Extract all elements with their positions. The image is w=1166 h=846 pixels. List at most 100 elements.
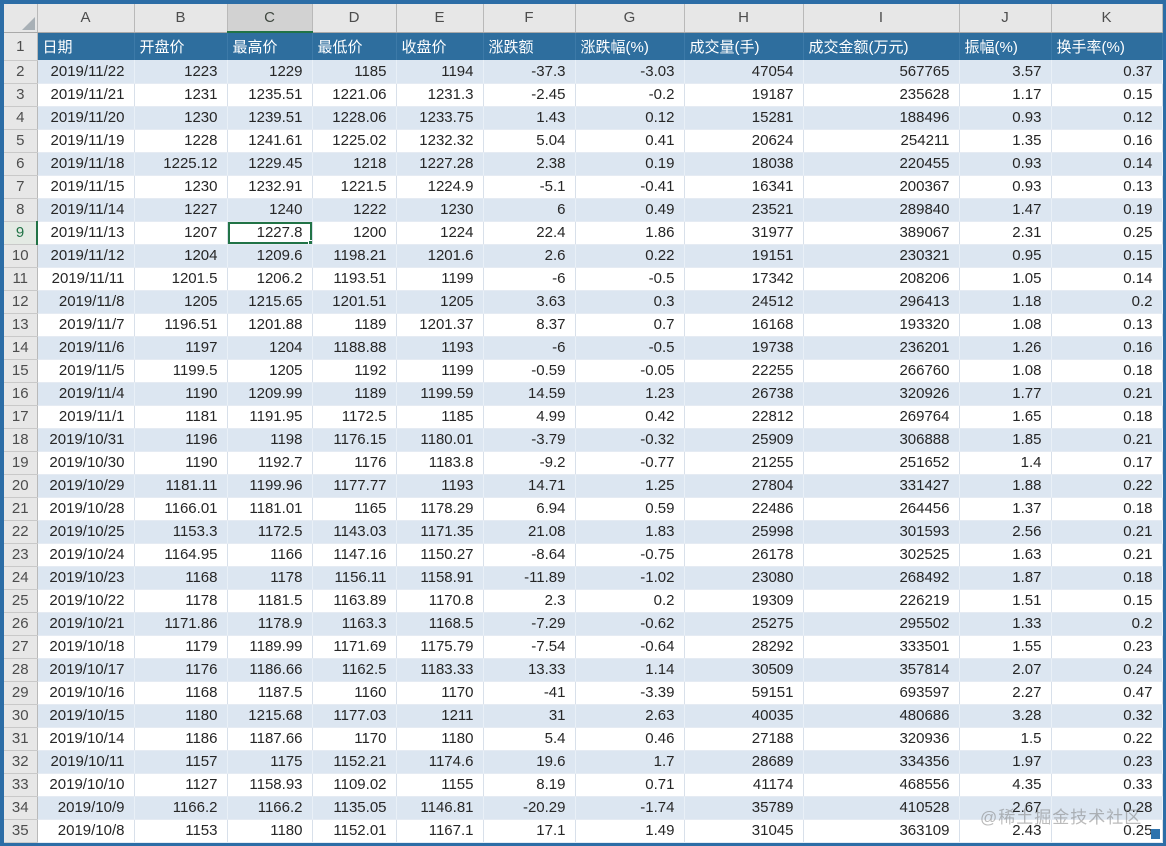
cell[interactable]: -0.05 bbox=[575, 359, 685, 383]
cell[interactable]: 0.24 bbox=[1051, 658, 1163, 682]
cell[interactable]: -1.74 bbox=[575, 796, 685, 820]
cell[interactable]: -8.64 bbox=[483, 543, 576, 567]
cell[interactable]: 289840 bbox=[803, 198, 960, 222]
column-header-h[interactable]: H bbox=[684, 4, 804, 33]
cell[interactable]: 693597 bbox=[803, 681, 960, 705]
cell[interactable]: 268492 bbox=[803, 566, 960, 590]
field-header-cell[interactable]: 振幅(%) bbox=[959, 32, 1052, 60]
cell[interactable]: 2019/11/13 bbox=[37, 221, 135, 245]
cell[interactable]: 21.08 bbox=[483, 520, 576, 544]
cell[interactable]: 0.19 bbox=[575, 152, 685, 176]
row-header-13[interactable]: 13 bbox=[4, 313, 38, 337]
cell[interactable]: 35789 bbox=[684, 796, 804, 820]
row-header-22[interactable]: 22 bbox=[4, 520, 38, 544]
cell[interactable]: 1.65 bbox=[959, 405, 1052, 429]
cell[interactable]: 1232.32 bbox=[396, 129, 484, 153]
cell[interactable]: 1180 bbox=[134, 704, 228, 728]
cell[interactable]: -6 bbox=[483, 336, 576, 360]
cell[interactable]: 1224 bbox=[396, 221, 484, 245]
cell[interactable]: 301593 bbox=[803, 520, 960, 544]
cell[interactable]: 2.27 bbox=[959, 681, 1052, 705]
cell[interactable]: 266760 bbox=[803, 359, 960, 383]
cell[interactable]: -0.2 bbox=[575, 83, 685, 107]
cell[interactable]: 1170 bbox=[312, 727, 397, 751]
cell[interactable]: 1180.01 bbox=[396, 428, 484, 452]
column-header-c[interactable]: C bbox=[227, 4, 313, 33]
cell[interactable]: 1233.75 bbox=[396, 106, 484, 130]
cell[interactable]: 1194 bbox=[396, 60, 484, 84]
field-header-cell[interactable]: 涨跌额 bbox=[483, 32, 576, 60]
cell[interactable]: -11.89 bbox=[483, 566, 576, 590]
cell[interactable]: 1171.86 bbox=[134, 612, 228, 636]
cell[interactable]: -0.77 bbox=[575, 451, 685, 475]
cell[interactable]: 2019/11/19 bbox=[37, 129, 135, 153]
cell[interactable]: 8.37 bbox=[483, 313, 576, 337]
cell[interactable]: 1166 bbox=[227, 543, 313, 567]
row-header-11[interactable]: 11 bbox=[4, 267, 38, 291]
cell[interactable]: 1166.2 bbox=[134, 796, 228, 820]
cell[interactable]: 1176 bbox=[312, 451, 397, 475]
cell[interactable]: 1127 bbox=[134, 773, 228, 797]
cell[interactable]: 1185 bbox=[396, 405, 484, 429]
column-header-b[interactable]: B bbox=[134, 4, 228, 33]
cell[interactable]: 1146.81 bbox=[396, 796, 484, 820]
cell[interactable]: 1199 bbox=[396, 267, 484, 291]
cell[interactable]: 14.59 bbox=[483, 382, 576, 406]
cell[interactable]: 2019/11/1 bbox=[37, 405, 135, 429]
cell[interactable]: 19151 bbox=[684, 244, 804, 268]
cell[interactable]: 3.57 bbox=[959, 60, 1052, 84]
cell[interactable]: -3.79 bbox=[483, 428, 576, 452]
cell[interactable]: 1168 bbox=[134, 566, 228, 590]
cell[interactable]: 0.16 bbox=[1051, 336, 1163, 360]
cell[interactable]: 2019/10/18 bbox=[37, 635, 135, 659]
cell[interactable]: 1180 bbox=[396, 727, 484, 751]
selected-cell[interactable]: 1227.8 bbox=[227, 221, 313, 245]
row-header-12[interactable]: 12 bbox=[4, 290, 38, 314]
cell[interactable]: 0.41 bbox=[575, 129, 685, 153]
cell[interactable]: 22.4 bbox=[483, 221, 576, 245]
cell[interactable]: 1230 bbox=[396, 198, 484, 222]
cell[interactable]: 208206 bbox=[803, 267, 960, 291]
cell[interactable]: 302525 bbox=[803, 543, 960, 567]
cell[interactable]: 1215.68 bbox=[227, 704, 313, 728]
cell[interactable]: 2.3 bbox=[483, 589, 576, 613]
cell[interactable]: 1201.88 bbox=[227, 313, 313, 337]
cell[interactable]: 5.04 bbox=[483, 129, 576, 153]
cell[interactable]: 1.35 bbox=[959, 129, 1052, 153]
cell[interactable]: 0.93 bbox=[959, 106, 1052, 130]
cell[interactable]: -41 bbox=[483, 681, 576, 705]
cell[interactable]: 1160 bbox=[312, 681, 397, 705]
cell[interactable]: 1225.12 bbox=[134, 152, 228, 176]
cell[interactable]: 1.18 bbox=[959, 290, 1052, 314]
field-header-cell[interactable]: 涨跌幅(%) bbox=[575, 32, 685, 60]
cell[interactable]: 1152.21 bbox=[312, 750, 397, 774]
cell[interactable]: 1201.51 bbox=[312, 290, 397, 314]
cell[interactable]: 1205 bbox=[134, 290, 228, 314]
select-all-corner[interactable] bbox=[4, 4, 38, 33]
cell[interactable]: 22255 bbox=[684, 359, 804, 383]
cell[interactable]: 23521 bbox=[684, 198, 804, 222]
cell[interactable]: 2019/10/22 bbox=[37, 589, 135, 613]
cell[interactable]: 0.47 bbox=[1051, 681, 1163, 705]
cell[interactable]: 1181.5 bbox=[227, 589, 313, 613]
cell[interactable]: 1204 bbox=[134, 244, 228, 268]
cell[interactable]: 1.49 bbox=[575, 819, 685, 843]
cell[interactable]: 31045 bbox=[684, 819, 804, 843]
cell[interactable]: 1205 bbox=[396, 290, 484, 314]
cell[interactable]: 1204 bbox=[227, 336, 313, 360]
cell[interactable]: 19738 bbox=[684, 336, 804, 360]
row-header-33[interactable]: 33 bbox=[4, 773, 38, 797]
column-header-j[interactable]: J bbox=[959, 4, 1052, 33]
cell[interactable]: 2.6 bbox=[483, 244, 576, 268]
cell[interactable]: 1.55 bbox=[959, 635, 1052, 659]
cell[interactable]: -7.29 bbox=[483, 612, 576, 636]
cell[interactable]: -6 bbox=[483, 267, 576, 291]
cell[interactable]: 2019/10/14 bbox=[37, 727, 135, 751]
row-header-31[interactable]: 31 bbox=[4, 727, 38, 751]
cell[interactable]: 1172.5 bbox=[312, 405, 397, 429]
cell[interactable]: 0.3 bbox=[575, 290, 685, 314]
cell[interactable]: 357814 bbox=[803, 658, 960, 682]
row-header-7[interactable]: 7 bbox=[4, 175, 38, 199]
cell[interactable]: -0.59 bbox=[483, 359, 576, 383]
cell[interactable]: 1196 bbox=[134, 428, 228, 452]
